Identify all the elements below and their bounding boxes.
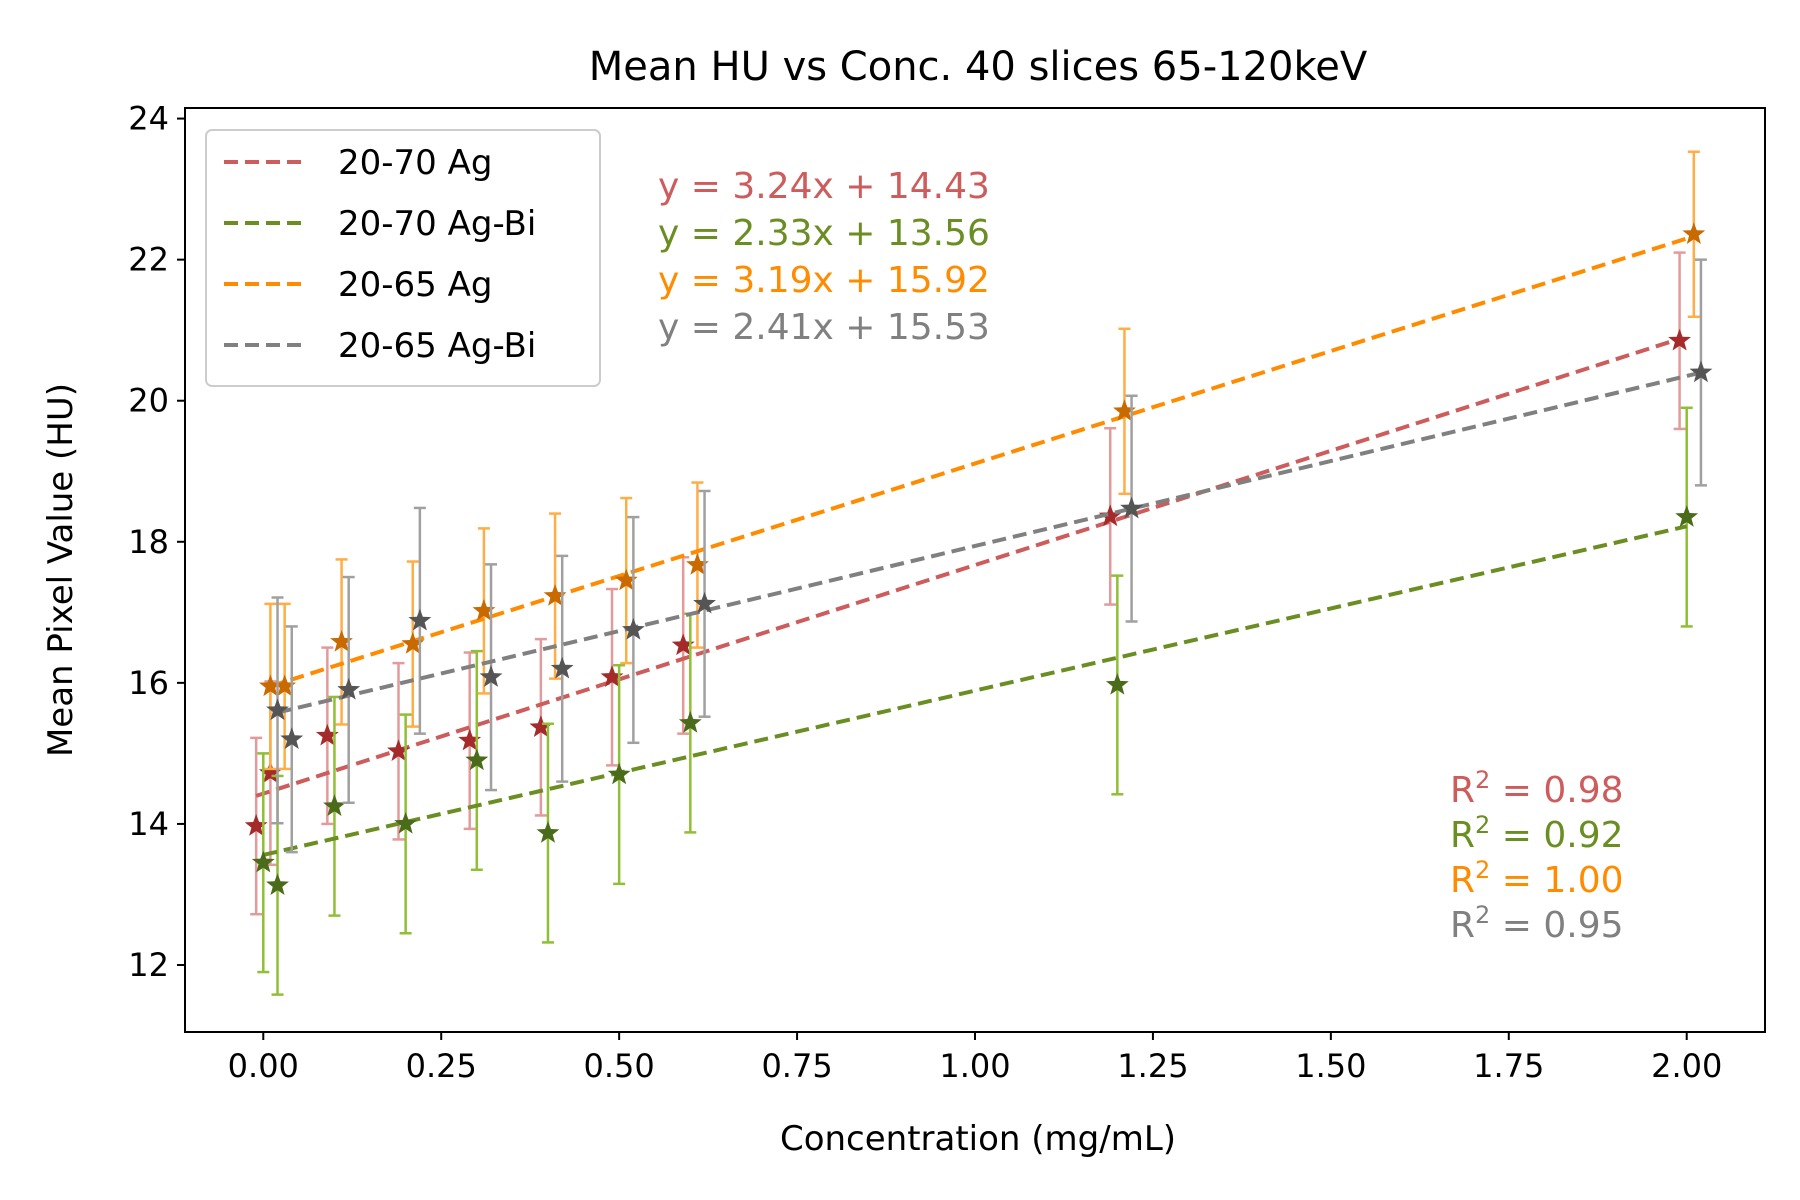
fit-line xyxy=(255,336,1681,798)
data-point xyxy=(686,553,709,575)
r-squared-value: = 0.95 xyxy=(1490,905,1623,946)
plot-area xyxy=(244,150,1713,996)
data-point xyxy=(1105,672,1129,695)
x-tick-label: 0.50 xyxy=(584,1047,655,1085)
legend-label: 20-65 Ag xyxy=(338,265,492,305)
data-point xyxy=(607,762,631,785)
data-point xyxy=(600,665,624,687)
x-tick-label: 0.75 xyxy=(761,1047,832,1085)
r-squared-exponent: 2 xyxy=(1475,811,1490,839)
data-point xyxy=(458,728,482,751)
fit-line xyxy=(269,234,1695,689)
r-squared-value: = 0.98 xyxy=(1490,770,1623,811)
data-point xyxy=(693,591,716,614)
data-point xyxy=(258,674,282,697)
series-3 xyxy=(266,258,1713,854)
r-squared-label: R2 = 0.95 xyxy=(1450,901,1624,946)
data-point xyxy=(479,665,503,687)
x-tick-label: 0.25 xyxy=(406,1047,477,1085)
r-squared-label: R2 = 0.92 xyxy=(1450,811,1624,856)
data-point xyxy=(529,715,553,737)
data-point xyxy=(1668,328,1692,351)
x-tick-label: 1.50 xyxy=(1295,1047,1366,1085)
data-point xyxy=(671,633,695,656)
x-tick-label: 1.25 xyxy=(1117,1047,1188,1085)
data-point xyxy=(251,850,275,873)
legend: 20-70 Ag 20-70 Ag-Bi 20-65 Ag 20-65 Ag-Bi xyxy=(205,129,601,387)
data-point xyxy=(330,629,353,652)
x-axis-label: Concentration (mg/mL) xyxy=(780,1119,1176,1159)
legend-label: 20-70 Ag-Bi xyxy=(338,204,536,244)
data-point xyxy=(408,608,432,631)
data-point xyxy=(678,711,702,733)
annotations: y = 3.24x + 14.43 y = 2.33x + 13.56 y = 3.… xyxy=(658,166,1624,946)
data-point xyxy=(280,727,304,749)
x-tick-label: 1.75 xyxy=(1473,1047,1544,1085)
r-squared-label: R2 = 1.00 xyxy=(1450,856,1624,901)
data-point xyxy=(1689,360,1713,383)
r-squared-exponent: 2 xyxy=(1475,901,1490,929)
equation-label: y = 3.24x + 14.43 xyxy=(658,166,990,207)
legend-label: 20-65 Ag-Bi xyxy=(338,326,536,366)
x-tick-label: 1.00 xyxy=(939,1047,1010,1085)
y-axis-label: Mean Pixel Value (HU) xyxy=(41,383,81,757)
x-tick-label: 0.00 xyxy=(228,1047,299,1085)
data-point xyxy=(465,748,489,771)
y-tick-label: 14 xyxy=(128,805,169,843)
legend-box xyxy=(205,129,601,387)
data-point xyxy=(273,674,297,697)
r-squared-symbol: R xyxy=(1450,770,1475,811)
data-point xyxy=(244,814,268,836)
equation-label: y = 2.41x + 15.53 xyxy=(658,307,990,348)
data-point xyxy=(472,598,496,621)
chart-title: Mean HU vs Conc. 40 slices 65-120keV xyxy=(589,44,1368,90)
data-point xyxy=(536,821,560,843)
equation-label: y = 2.33x + 13.56 xyxy=(658,213,990,254)
data-point xyxy=(337,677,361,700)
legend-label: 20-70 Ag xyxy=(338,143,492,183)
x-tick-label: 2.00 xyxy=(1651,1047,1722,1085)
data-point xyxy=(1675,505,1699,527)
data-point xyxy=(387,739,410,761)
y-tick-label: 16 xyxy=(128,664,169,702)
data-point xyxy=(323,794,346,816)
r-squared-symbol: R xyxy=(1450,815,1475,856)
fit-line xyxy=(262,524,1688,857)
data-point xyxy=(550,656,574,679)
data-point xyxy=(258,761,282,783)
r-squared-exponent: 2 xyxy=(1475,856,1490,884)
data-point xyxy=(614,568,638,591)
y-tick-label: 22 xyxy=(128,241,169,279)
data-point xyxy=(394,811,418,834)
r-squared-symbol: R xyxy=(1450,860,1475,901)
axes: 0.00 0.25 0.50 0.75 1.00 1.25 1.50 1.75 2.00 12 14… xyxy=(128,100,1766,1085)
y-tick-label: 24 xyxy=(128,100,169,138)
fit-line xyxy=(277,370,1702,715)
data-point xyxy=(543,584,567,606)
data-point xyxy=(1682,222,1706,244)
series-0 xyxy=(244,251,1692,916)
data-point xyxy=(266,698,289,721)
data-point xyxy=(1113,399,1136,422)
data-point xyxy=(401,632,425,654)
r-squared-value: = 1.00 xyxy=(1490,860,1623,901)
data-point xyxy=(1120,496,1143,519)
r-squared-exponent: 2 xyxy=(1475,766,1490,794)
equation-label: y = 3.19x + 15.92 xyxy=(658,260,990,301)
y-tick-label: 12 xyxy=(128,946,169,984)
data-point xyxy=(1098,504,1122,527)
data-point xyxy=(315,723,339,746)
y-tick-label: 18 xyxy=(128,523,169,561)
r-squared-label: R2 = 0.98 xyxy=(1450,766,1624,811)
data-point xyxy=(621,617,645,640)
r-squared-symbol: R xyxy=(1450,905,1475,946)
r-squared-value: = 0.92 xyxy=(1490,815,1623,856)
y-tick-label: 20 xyxy=(128,382,169,420)
data-point xyxy=(266,873,289,895)
